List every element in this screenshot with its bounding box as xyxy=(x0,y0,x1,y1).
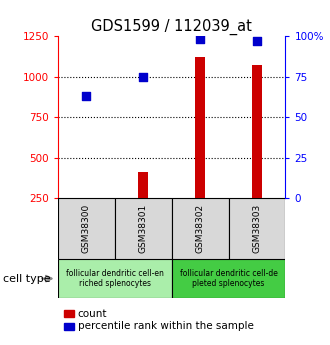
Text: percentile rank within the sample: percentile rank within the sample xyxy=(78,322,253,331)
Bar xyxy=(138,172,148,198)
Point xyxy=(141,74,146,79)
Text: follicular dendritic cell-en
riched splenocytes: follicular dendritic cell-en riched sple… xyxy=(66,269,164,288)
Point xyxy=(254,38,260,44)
Text: GSM38302: GSM38302 xyxy=(196,204,205,253)
Bar xyxy=(195,57,205,198)
Text: GSM38301: GSM38301 xyxy=(139,204,148,253)
Bar xyxy=(228,198,285,259)
Text: GSM38303: GSM38303 xyxy=(252,204,261,253)
Point xyxy=(197,37,203,42)
Bar xyxy=(115,198,172,259)
Text: GSM38300: GSM38300 xyxy=(82,204,91,253)
Point xyxy=(83,93,89,99)
Text: count: count xyxy=(78,309,107,318)
Text: follicular dendritic cell-de
pleted splenocytes: follicular dendritic cell-de pleted sple… xyxy=(180,269,278,288)
Text: cell type: cell type xyxy=(3,274,51,284)
Bar xyxy=(252,66,262,198)
Bar xyxy=(172,198,228,259)
Title: GDS1599 / 112039_at: GDS1599 / 112039_at xyxy=(91,19,252,35)
Bar xyxy=(172,259,285,298)
Bar xyxy=(58,198,115,259)
Bar xyxy=(58,259,172,298)
